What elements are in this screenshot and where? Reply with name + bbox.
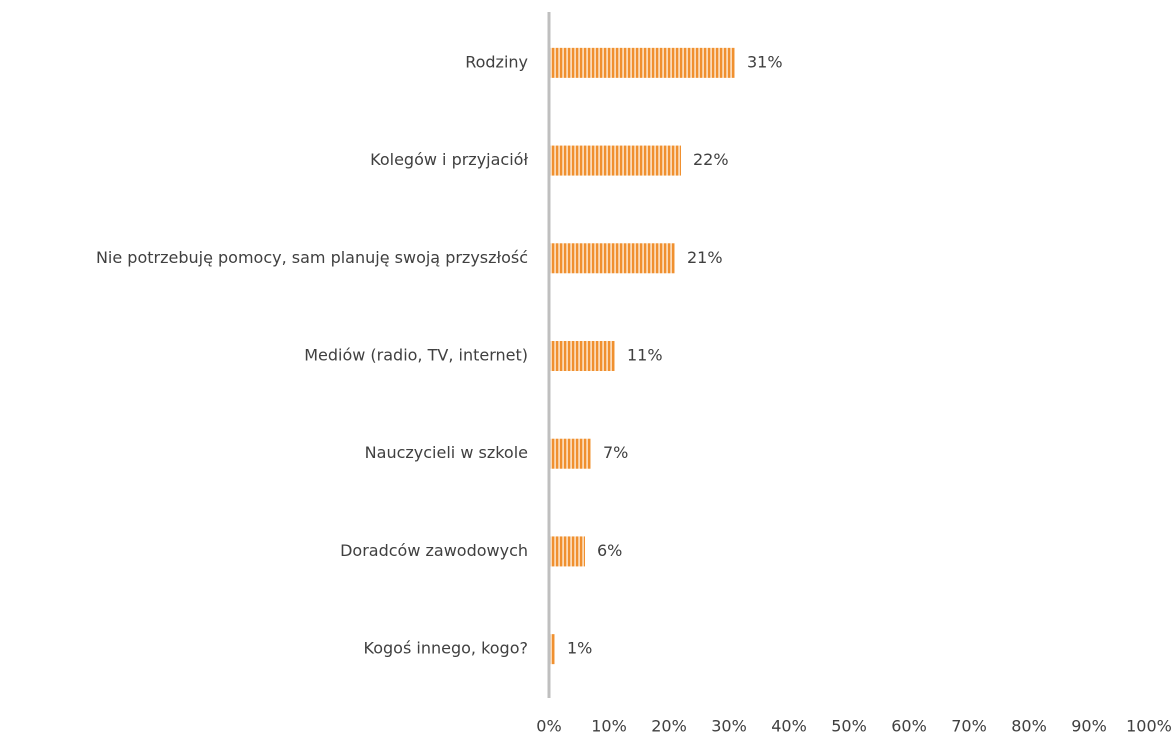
value-label: 6%: [597, 541, 622, 560]
y-tick-label: Nauczycieli w szkole: [365, 443, 528, 462]
y-tick-label: Nie potrzebuję pomocy, sam planuję swoją…: [96, 248, 528, 267]
y-tick-label: Kogoś innego, kogo?: [364, 639, 528, 658]
bar: [549, 536, 585, 567]
value-label: 11%: [627, 346, 663, 365]
value-label: 22%: [693, 150, 729, 169]
bar: [549, 341, 615, 371]
x-tick-label: 50%: [831, 717, 867, 736]
y-tick-label: Rodziny: [465, 52, 528, 71]
y-tick-label: Kolegów i przyjaciół: [370, 150, 528, 169]
bar: [549, 47, 735, 78]
value-label: 31%: [747, 52, 783, 71]
x-tick-label: 100%: [1126, 717, 1172, 736]
value-label: 21%: [687, 248, 723, 267]
bar: [549, 243, 675, 274]
x-tick-label: 0%: [536, 717, 561, 736]
x-tick-label: 70%: [951, 717, 987, 736]
value-label: 1%: [567, 639, 592, 658]
bar: [549, 145, 681, 176]
x-tick-label: 40%: [771, 717, 807, 736]
x-tick-label: 20%: [651, 717, 687, 736]
bar: [549, 634, 555, 665]
value-label: 7%: [603, 443, 628, 462]
x-tick-label: 10%: [591, 717, 627, 736]
x-tick-label: 80%: [1011, 717, 1047, 736]
y-tick-label: Mediów (radio, TV, internet): [304, 346, 528, 365]
x-tick-label: 30%: [711, 717, 747, 736]
y-tick-label: Doradców zawodowych: [340, 541, 528, 560]
bar: [549, 438, 591, 469]
x-tick-label: 90%: [1071, 717, 1107, 736]
x-tick-label: 60%: [891, 717, 927, 736]
